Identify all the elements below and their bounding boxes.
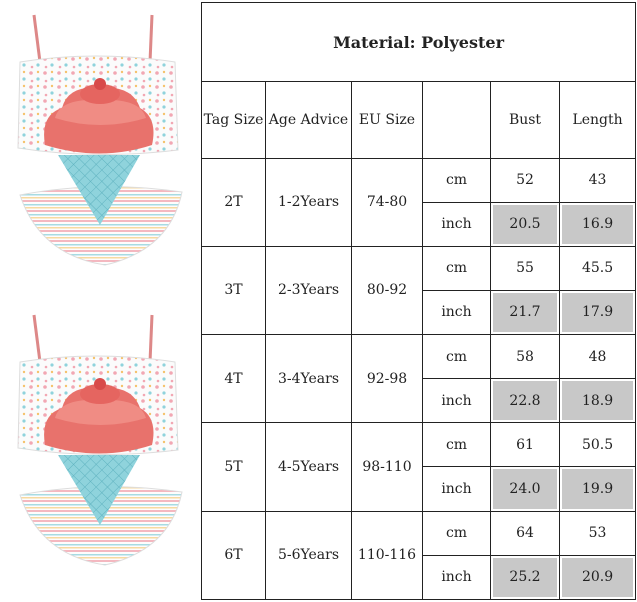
- bust-cm: 64: [490, 510, 560, 556]
- eu-size: 110-116: [351, 510, 423, 601]
- tag-size: 5T: [201, 422, 266, 512]
- table-row: inch 25.2 20.9: [202, 554, 637, 601]
- swimsuit-illustrations: [17, 14, 183, 566]
- header-length: Length: [558, 81, 637, 159]
- length-inch: 16.9: [558, 201, 637, 247]
- bust-inch: 25.2: [490, 554, 560, 601]
- table-row: 3T 2-3Years 80-92 cm 55 45.5: [201, 245, 637, 336]
- table-row: 2T 1-2Years 74-80 cm 52 43: [201, 157, 637, 247]
- age-advice: 5-6Years: [265, 510, 352, 601]
- header-age-advice: Age Advice: [265, 81, 352, 159]
- length-inch: 18.9: [558, 378, 637, 424]
- swimsuit-bottom-image: [17, 314, 183, 566]
- tag-size: 6T: [201, 510, 266, 601]
- eu-size: 92-98: [351, 334, 423, 424]
- eu-size: 74-80: [351, 157, 423, 247]
- bust-cm: 52: [490, 157, 560, 203]
- unit-inch: inch: [422, 378, 491, 424]
- unit-cm: cm: [422, 334, 491, 380]
- table-row: inch 21.7 17.9: [202, 289, 637, 336]
- unit-inch: inch: [422, 201, 491, 247]
- length-cm: 43: [558, 157, 637, 203]
- eu-size: 98-110: [351, 422, 423, 512]
- header-bust: Bust: [490, 81, 560, 159]
- age-advice: 1-2Years: [265, 157, 352, 247]
- table-row: inch 24.0 19.9: [202, 466, 637, 512]
- bust-cm: 55: [490, 245, 560, 291]
- tag-size: 3T: [201, 245, 266, 336]
- size-chart-table: Material: Polyester Tag Size Age Advice …: [200, 1, 637, 601]
- header-tag-size: Tag Size: [201, 81, 266, 159]
- material-title: Material: Polyester: [200, 1, 637, 83]
- header-unit: [422, 81, 491, 159]
- unit-inch: inch: [422, 289, 491, 336]
- tag-size: 4T: [201, 334, 266, 424]
- length-cm: 50.5: [558, 422, 637, 468]
- unit-cm: cm: [422, 422, 491, 468]
- table-row: 6T 5-6Years 110-116 cm 64 53: [201, 510, 637, 601]
- bust-cm: 58: [490, 334, 560, 380]
- swimsuit-top-image: [17, 14, 183, 266]
- age-advice: 2-3Years: [265, 245, 352, 336]
- bust-inch: 21.7: [490, 289, 560, 336]
- bust-inch: 20.5: [490, 201, 560, 247]
- age-advice: 4-5Years: [265, 422, 352, 512]
- length-cm: 53: [558, 510, 637, 556]
- length-inch: 19.9: [558, 466, 637, 512]
- unit-cm: cm: [422, 510, 491, 556]
- bust-cm: 61: [490, 422, 560, 468]
- header-eu-size: EU Size: [351, 81, 423, 159]
- length-inch: 20.9: [558, 554, 637, 601]
- length-cm: 48: [558, 334, 637, 380]
- unit-inch: inch: [422, 554, 491, 601]
- bust-inch: 24.0: [490, 466, 560, 512]
- unit-inch: inch: [422, 466, 491, 512]
- table-row: 5T 4-5Years 98-110 cm 61 50.5: [201, 422, 637, 512]
- unit-cm: cm: [422, 245, 491, 291]
- age-advice: 3-4Years: [265, 334, 352, 424]
- length-inch: 17.9: [558, 289, 637, 336]
- tag-size: 2T: [201, 157, 266, 247]
- table-row: inch 20.5 16.9: [202, 201, 637, 247]
- eu-size: 80-92: [351, 245, 423, 336]
- length-cm: 45.5: [558, 245, 637, 291]
- unit-cm: cm: [422, 157, 491, 203]
- table-row: 4T 3-4Years 92-98 cm 58 48: [201, 334, 637, 424]
- bust-inch: 22.8: [490, 378, 560, 424]
